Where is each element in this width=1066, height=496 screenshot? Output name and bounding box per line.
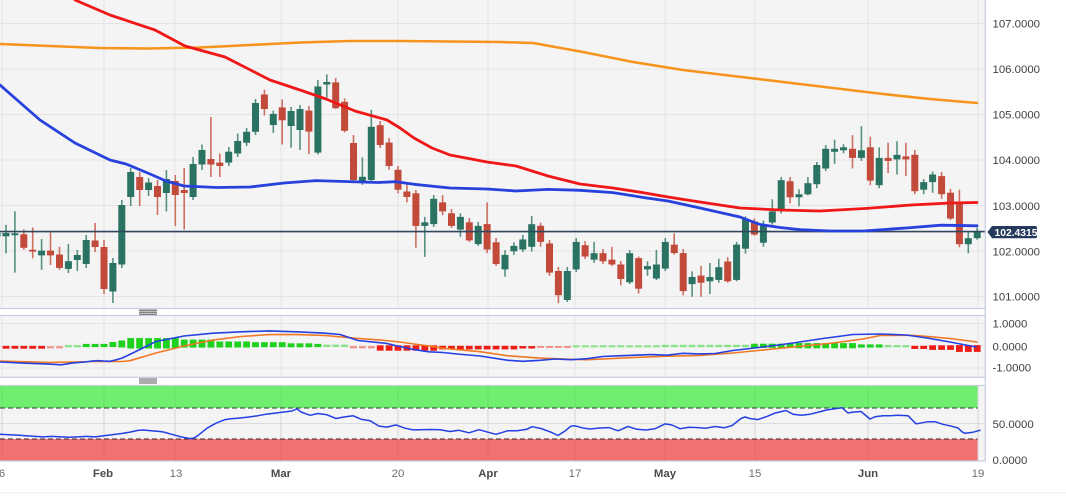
svg-text:102.4315: 102.4315 — [995, 228, 1038, 239]
svg-text:13: 13 — [170, 468, 183, 480]
svg-text:101.0000: 101.0000 — [993, 292, 1041, 304]
svg-text:103.0000: 103.0000 — [993, 201, 1041, 213]
svg-text:50.0000: 50.0000 — [993, 419, 1034, 431]
svg-text:0.0000: 0.0000 — [993, 342, 1028, 354]
svg-text:106.0000: 106.0000 — [993, 64, 1041, 76]
svg-text:15: 15 — [749, 468, 762, 480]
svg-text:20: 20 — [392, 468, 405, 480]
svg-text:Feb: Feb — [93, 468, 113, 480]
svg-text:Apr: Apr — [478, 468, 498, 480]
svg-text:May: May — [654, 468, 677, 480]
svg-text:102.0000: 102.0000 — [993, 247, 1041, 259]
svg-text:6: 6 — [0, 468, 5, 480]
svg-text:107.0000: 107.0000 — [993, 19, 1041, 31]
svg-text:105.0000: 105.0000 — [993, 110, 1041, 122]
svg-text:0.0000: 0.0000 — [993, 455, 1028, 467]
svg-text:19: 19 — [972, 468, 985, 480]
svg-text:1.0000: 1.0000 — [993, 319, 1028, 331]
svg-text:Jun: Jun — [858, 468, 878, 480]
svg-text:104.0000: 104.0000 — [993, 155, 1041, 167]
svg-text:Mar: Mar — [271, 468, 292, 480]
svg-text:17: 17 — [569, 468, 582, 480]
svg-text:-1.0000: -1.0000 — [993, 362, 1032, 374]
